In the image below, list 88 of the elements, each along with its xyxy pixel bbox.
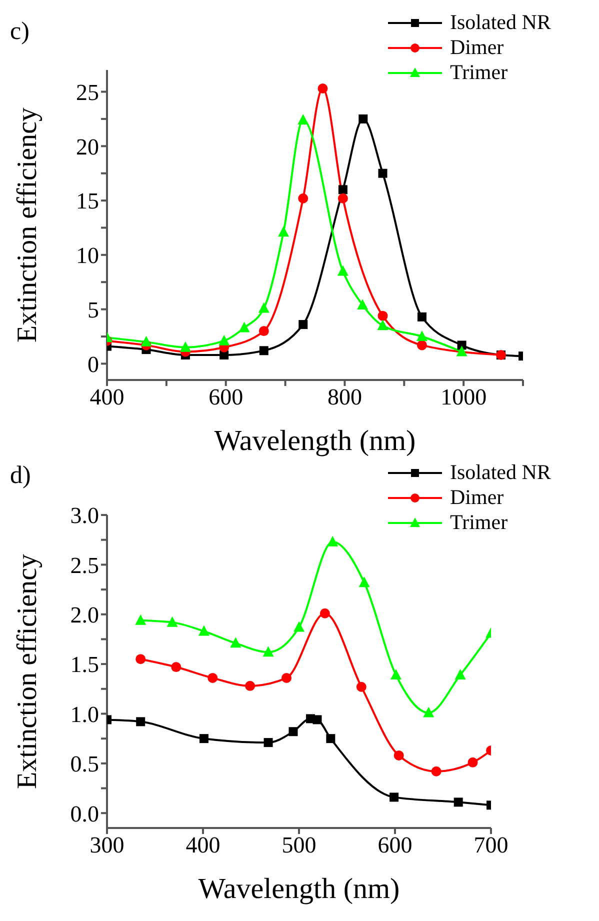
point bbox=[298, 193, 308, 204]
point bbox=[166, 616, 178, 627]
point bbox=[356, 682, 366, 692]
point bbox=[258, 302, 270, 313]
point bbox=[338, 193, 348, 204]
point bbox=[457, 340, 466, 350]
point bbox=[454, 668, 466, 680]
legend-label: Trimer bbox=[450, 60, 508, 85]
x-axis-title: Wavelength (nm) bbox=[198, 873, 400, 905]
point bbox=[390, 792, 399, 802]
point bbox=[230, 637, 242, 648]
point bbox=[423, 706, 434, 718]
point bbox=[262, 646, 274, 657]
y-tick-label: 10 bbox=[76, 243, 99, 268]
x-tick-label: 600 bbox=[378, 832, 412, 858]
point bbox=[264, 738, 273, 748]
x-tick-label: 700 bbox=[474, 832, 508, 858]
point bbox=[245, 680, 256, 691]
point bbox=[326, 734, 336, 744]
y-tick-label: 0 bbox=[88, 352, 99, 377]
y-tick-label: 5 bbox=[88, 297, 99, 322]
point bbox=[298, 320, 308, 330]
point bbox=[298, 114, 309, 125]
x-tick-label: 600 bbox=[208, 384, 244, 410]
point bbox=[140, 336, 152, 346]
y-tick-label: 3.0 bbox=[70, 503, 99, 528]
point bbox=[136, 717, 146, 726]
x-tick-label: 400 bbox=[90, 384, 124, 410]
point bbox=[431, 766, 442, 776]
y-axis-title: Extinction efficiency bbox=[12, 107, 43, 343]
point bbox=[171, 662, 182, 672]
point bbox=[282, 672, 292, 683]
y-tick-label: 0.5 bbox=[70, 752, 99, 777]
chart-title: d) bbox=[10, 462, 31, 490]
point bbox=[417, 312, 426, 322]
point bbox=[416, 330, 428, 341]
point bbox=[377, 320, 388, 330]
point bbox=[320, 608, 330, 618]
legend-label: Isolated NR bbox=[450, 460, 551, 485]
chart-title: c) bbox=[10, 18, 30, 46]
legend-label: Trimer bbox=[450, 510, 508, 535]
x-tick-label: 800 bbox=[327, 384, 362, 410]
point bbox=[312, 715, 322, 724]
point bbox=[294, 621, 304, 632]
point bbox=[199, 734, 208, 744]
y-tick-label: 1.5 bbox=[70, 652, 99, 678]
point bbox=[327, 536, 338, 546]
point bbox=[390, 668, 402, 680]
y-tick-label: 15 bbox=[76, 188, 99, 214]
y-tick-label: 2.5 bbox=[70, 552, 99, 578]
point bbox=[180, 341, 191, 352]
y-tick-label: 2.0 bbox=[70, 602, 99, 628]
legend-label: Dimer bbox=[450, 35, 504, 60]
point bbox=[416, 340, 427, 350]
point bbox=[318, 83, 328, 94]
point bbox=[468, 757, 478, 768]
point bbox=[135, 614, 146, 625]
point bbox=[378, 168, 388, 178]
point bbox=[278, 226, 290, 237]
x-tick-label: 1000 bbox=[440, 384, 487, 410]
point bbox=[238, 322, 250, 332]
point bbox=[259, 346, 268, 356]
point bbox=[358, 114, 368, 124]
legend-label: Dimer bbox=[450, 485, 504, 510]
y-tick-label: 20 bbox=[76, 134, 99, 160]
legend-label: Isolated NR bbox=[450, 10, 551, 35]
point bbox=[218, 334, 230, 346]
point bbox=[394, 750, 404, 760]
x-axis-title: Wavelength (nm) bbox=[214, 425, 416, 457]
point bbox=[378, 310, 388, 321]
point bbox=[337, 265, 348, 276]
point bbox=[358, 576, 370, 588]
point bbox=[136, 654, 146, 664]
point bbox=[198, 625, 210, 636]
point bbox=[456, 346, 468, 356]
y-tick-label: 1.0 bbox=[70, 702, 99, 727]
point bbox=[258, 326, 269, 336]
point bbox=[338, 185, 348, 194]
y-axis-title: Extinction efficiency bbox=[12, 554, 43, 790]
x-tick-label: 400 bbox=[186, 832, 220, 858]
y-tick-label: 25 bbox=[76, 80, 99, 105]
x-tick-label: 500 bbox=[282, 832, 316, 858]
point bbox=[208, 672, 218, 683]
point bbox=[454, 798, 463, 807]
y-tick-label: 0.0 bbox=[70, 801, 99, 826]
point bbox=[357, 298, 368, 310]
point bbox=[288, 727, 298, 736]
x-tick-label: 300 bbox=[90, 832, 124, 858]
